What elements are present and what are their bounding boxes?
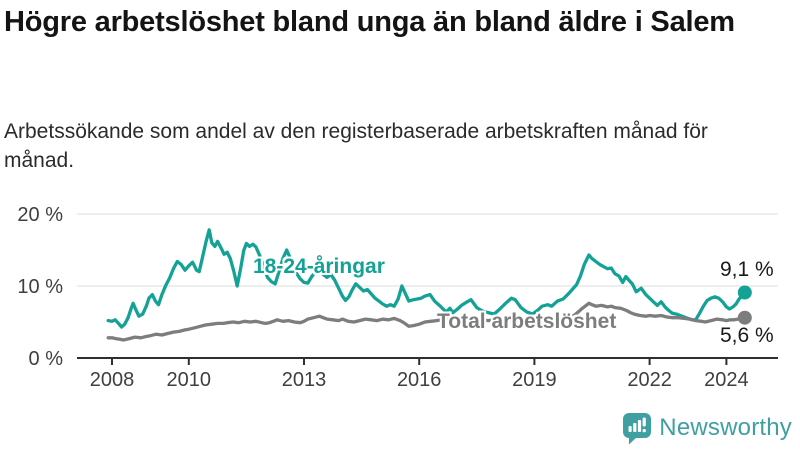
page-title: Högre arbetslöshet bland unga än bland ä… [4, 6, 735, 38]
end-value-label-youth: 9,1 % [720, 258, 774, 281]
newsworthy-logo-text: Newsworthy [659, 414, 792, 441]
end-value-label-total: 5,6 % [720, 324, 774, 347]
series-label-total: Total arbetslöshet [437, 310, 617, 333]
bar-chart-speech-bubble-icon [623, 412, 652, 444]
x-tick-label: 2013 [282, 369, 327, 391]
x-tick-label: 2016 [397, 369, 442, 391]
y-tick-label: 20 % [17, 204, 63, 226]
x-tick-label: 2019 [512, 369, 557, 391]
series-line-youth [106, 228, 747, 329]
newsworthy-logo: Newsworthy [622, 410, 792, 446]
x-tick-label: 2008 [90, 369, 135, 391]
x-tick-label: 2024 [704, 369, 749, 391]
series-end-dot-total [737, 310, 752, 325]
series-label-youth: 18-24-åringar [253, 255, 385, 278]
series-line-total [106, 301, 747, 342]
x-tick-label: 2022 [627, 369, 672, 391]
x-tick-label: 2010 [167, 369, 212, 391]
y-tick-label: 0 % [29, 348, 64, 370]
chart-subtitle: Arbetssökande som andel av den registerb… [4, 120, 708, 172]
y-tick-label: 10 % [17, 276, 63, 298]
series-end-dot-youth [737, 285, 752, 300]
